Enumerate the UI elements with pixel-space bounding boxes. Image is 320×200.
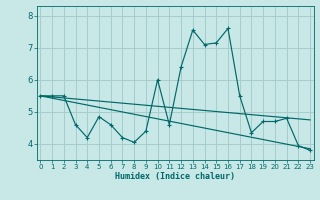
X-axis label: Humidex (Indice chaleur): Humidex (Indice chaleur) [115, 172, 235, 181]
